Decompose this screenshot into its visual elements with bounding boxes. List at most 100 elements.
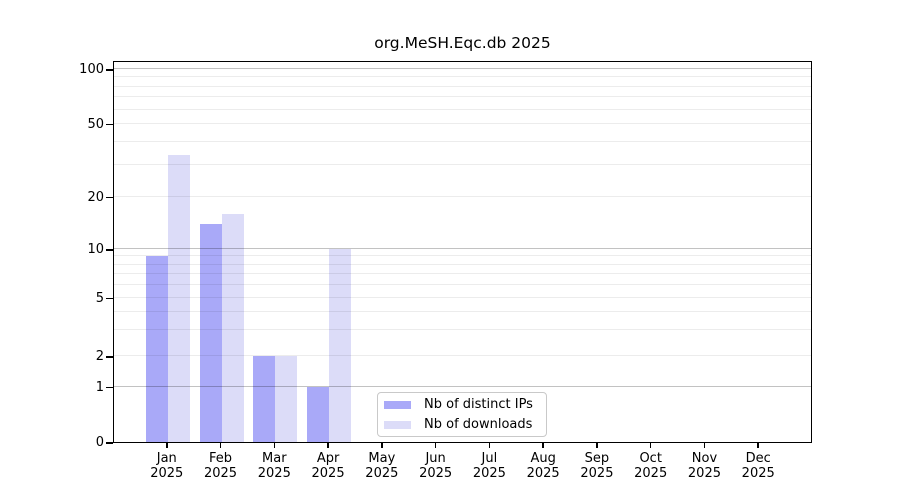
- x-tick-year: 2025: [741, 466, 775, 481]
- legend-item-downloads: Nb of downloads: [384, 415, 546, 435]
- x-tick-month: Sep: [584, 451, 610, 466]
- bar-distinct-ips-apr: [307, 387, 330, 442]
- y-tick-mark-50: [106, 123, 113, 126]
- y-tick-mark-2: [106, 356, 113, 358]
- bar-downloads-jan: [167, 154, 190, 442]
- gridline-minor-5: [114, 297, 811, 298]
- x-tick-year: 2025: [472, 466, 506, 481]
- y-tick-mark-20: [106, 196, 113, 199]
- gridline-minor-80: [114, 85, 811, 87]
- chart-title: org.MeSH.Eqc.db 2025: [374, 34, 551, 52]
- gridline-minor-20: [114, 196, 811, 197]
- x-tick-label-sep: Sep 2025: [567, 451, 627, 481]
- y-tick-mark-10: [106, 249, 113, 251]
- bar-downloads-feb: [221, 213, 244, 442]
- x-tick-year: 2025: [634, 466, 668, 481]
- x-tick-month: Jun: [425, 451, 446, 466]
- x-tick-year: 2025: [311, 466, 345, 481]
- x-tick-mark-jan: [166, 443, 168, 448]
- x-tick-mark-nov: [703, 443, 706, 448]
- x-tick-month: Nov: [691, 451, 718, 466]
- x-tick-mark-sep: [596, 443, 598, 448]
- x-tick-label-oct: Oct 2025: [621, 451, 681, 481]
- y-tick-mark-0: [106, 442, 113, 444]
- x-tick-month: Dec: [745, 451, 771, 466]
- legend-swatch-icon: [384, 400, 411, 409]
- x-tick-year: 2025: [580, 466, 614, 481]
- gridline-minor-7: [114, 273, 811, 275]
- x-tick-label-jun: Jun 2025: [406, 451, 466, 481]
- gridline-minor-2: [114, 355, 811, 357]
- x-tick-month: Oct: [639, 451, 662, 466]
- y-tick-label-1: 1: [95, 379, 104, 395]
- x-tick-mark-mar: [273, 443, 276, 448]
- x-tick-year: 2025: [257, 466, 291, 481]
- y-tick-mark-1: [106, 386, 113, 389]
- y-tick-label-5: 5: [95, 290, 104, 306]
- x-tick-month: Mar: [262, 451, 287, 466]
- y-tick-label-100: 100: [79, 62, 104, 77]
- bar-distinct-ips-feb: [199, 223, 222, 442]
- legend-swatch-icon: [384, 420, 411, 429]
- gridline-major-1: [114, 386, 811, 387]
- x-tick-mark-aug: [542, 443, 544, 448]
- gridline-minor-9: [114, 255, 811, 257]
- x-tick-year: 2025: [203, 466, 238, 481]
- legend-item-label: Nb of distinct IPs: [424, 397, 533, 412]
- x-tick-label-dec: Dec 2025: [728, 451, 788, 481]
- gridline-major-100: [114, 68, 811, 70]
- x-tick-mark-oct: [649, 443, 652, 448]
- x-tick-year: 2025: [687, 466, 721, 481]
- x-tick-mark-jun: [434, 443, 437, 448]
- gridline-minor-6: [114, 284, 811, 286]
- gridline-minor-4: [114, 311, 811, 313]
- y-tick-label-20: 20: [87, 189, 104, 205]
- bar-distinct-ips-mar: [253, 356, 276, 442]
- x-tick-year: 2025: [526, 466, 560, 481]
- gridline-minor-40: [114, 140, 811, 142]
- x-tick-label-jan: Jan 2025: [137, 451, 197, 481]
- y-tick-label-10: 10: [87, 242, 104, 257]
- x-tick-label-nov: Nov 2025: [674, 451, 734, 481]
- gridline-minor-8: [114, 263, 811, 265]
- x-tick-month: Jul: [481, 451, 498, 466]
- bar-distinct-ips-jan: [145, 256, 168, 442]
- x-tick-label-jul: Jul 2025: [459, 451, 519, 481]
- gridline-minor-90: [114, 76, 811, 78]
- gridline-minor-30: [114, 163, 811, 165]
- x-tick-month: Jan: [156, 451, 177, 466]
- gridline-minor-50: [114, 123, 811, 124]
- x-tick-mark-may: [381, 443, 383, 448]
- x-tick-month: May: [368, 451, 396, 466]
- legend-item-label: Nb of downloads: [424, 417, 533, 432]
- x-tick-mark-apr: [327, 443, 329, 448]
- y-tick-label-0: 0: [95, 435, 104, 450]
- x-tick-label-apr: Apr 2025: [298, 451, 358, 481]
- y-tick-mark-5: [106, 297, 113, 300]
- x-tick-label-may: May 2025: [352, 451, 412, 481]
- bar-downloads-apr: [329, 249, 352, 442]
- gridline-minor-3: [114, 329, 811, 331]
- x-tick-label-mar: Mar 2025: [244, 451, 304, 481]
- x-tick-month: Apr: [316, 451, 340, 466]
- x-tick-month: Feb: [209, 451, 233, 466]
- gridline-minor-60: [114, 108, 811, 110]
- x-tick-month: Aug: [530, 451, 556, 466]
- y-tick-label-2: 2: [95, 349, 104, 364]
- gridline-major-10: [114, 248, 811, 250]
- legend-item-distinct-ips: Nb of distinct IPs: [384, 395, 546, 415]
- x-tick-label-feb: Feb 2025: [191, 451, 251, 481]
- plot-area: [113, 61, 812, 443]
- x-tick-year: 2025: [150, 466, 184, 481]
- gridline-minor-70: [114, 96, 811, 98]
- bar-downloads-mar: [275, 356, 298, 442]
- legend: Nb of distinct IPs Nb of downloads: [377, 392, 547, 437]
- x-tick-mark-feb: [219, 443, 222, 448]
- y-tick-mark-100: [106, 69, 113, 71]
- y-tick-label-50: 50: [87, 116, 104, 132]
- x-tick-year: 2025: [419, 466, 453, 481]
- x-tick-mark-dec: [757, 443, 759, 448]
- x-tick-year: 2025: [365, 466, 399, 481]
- x-tick-label-aug: Aug 2025: [513, 451, 573, 481]
